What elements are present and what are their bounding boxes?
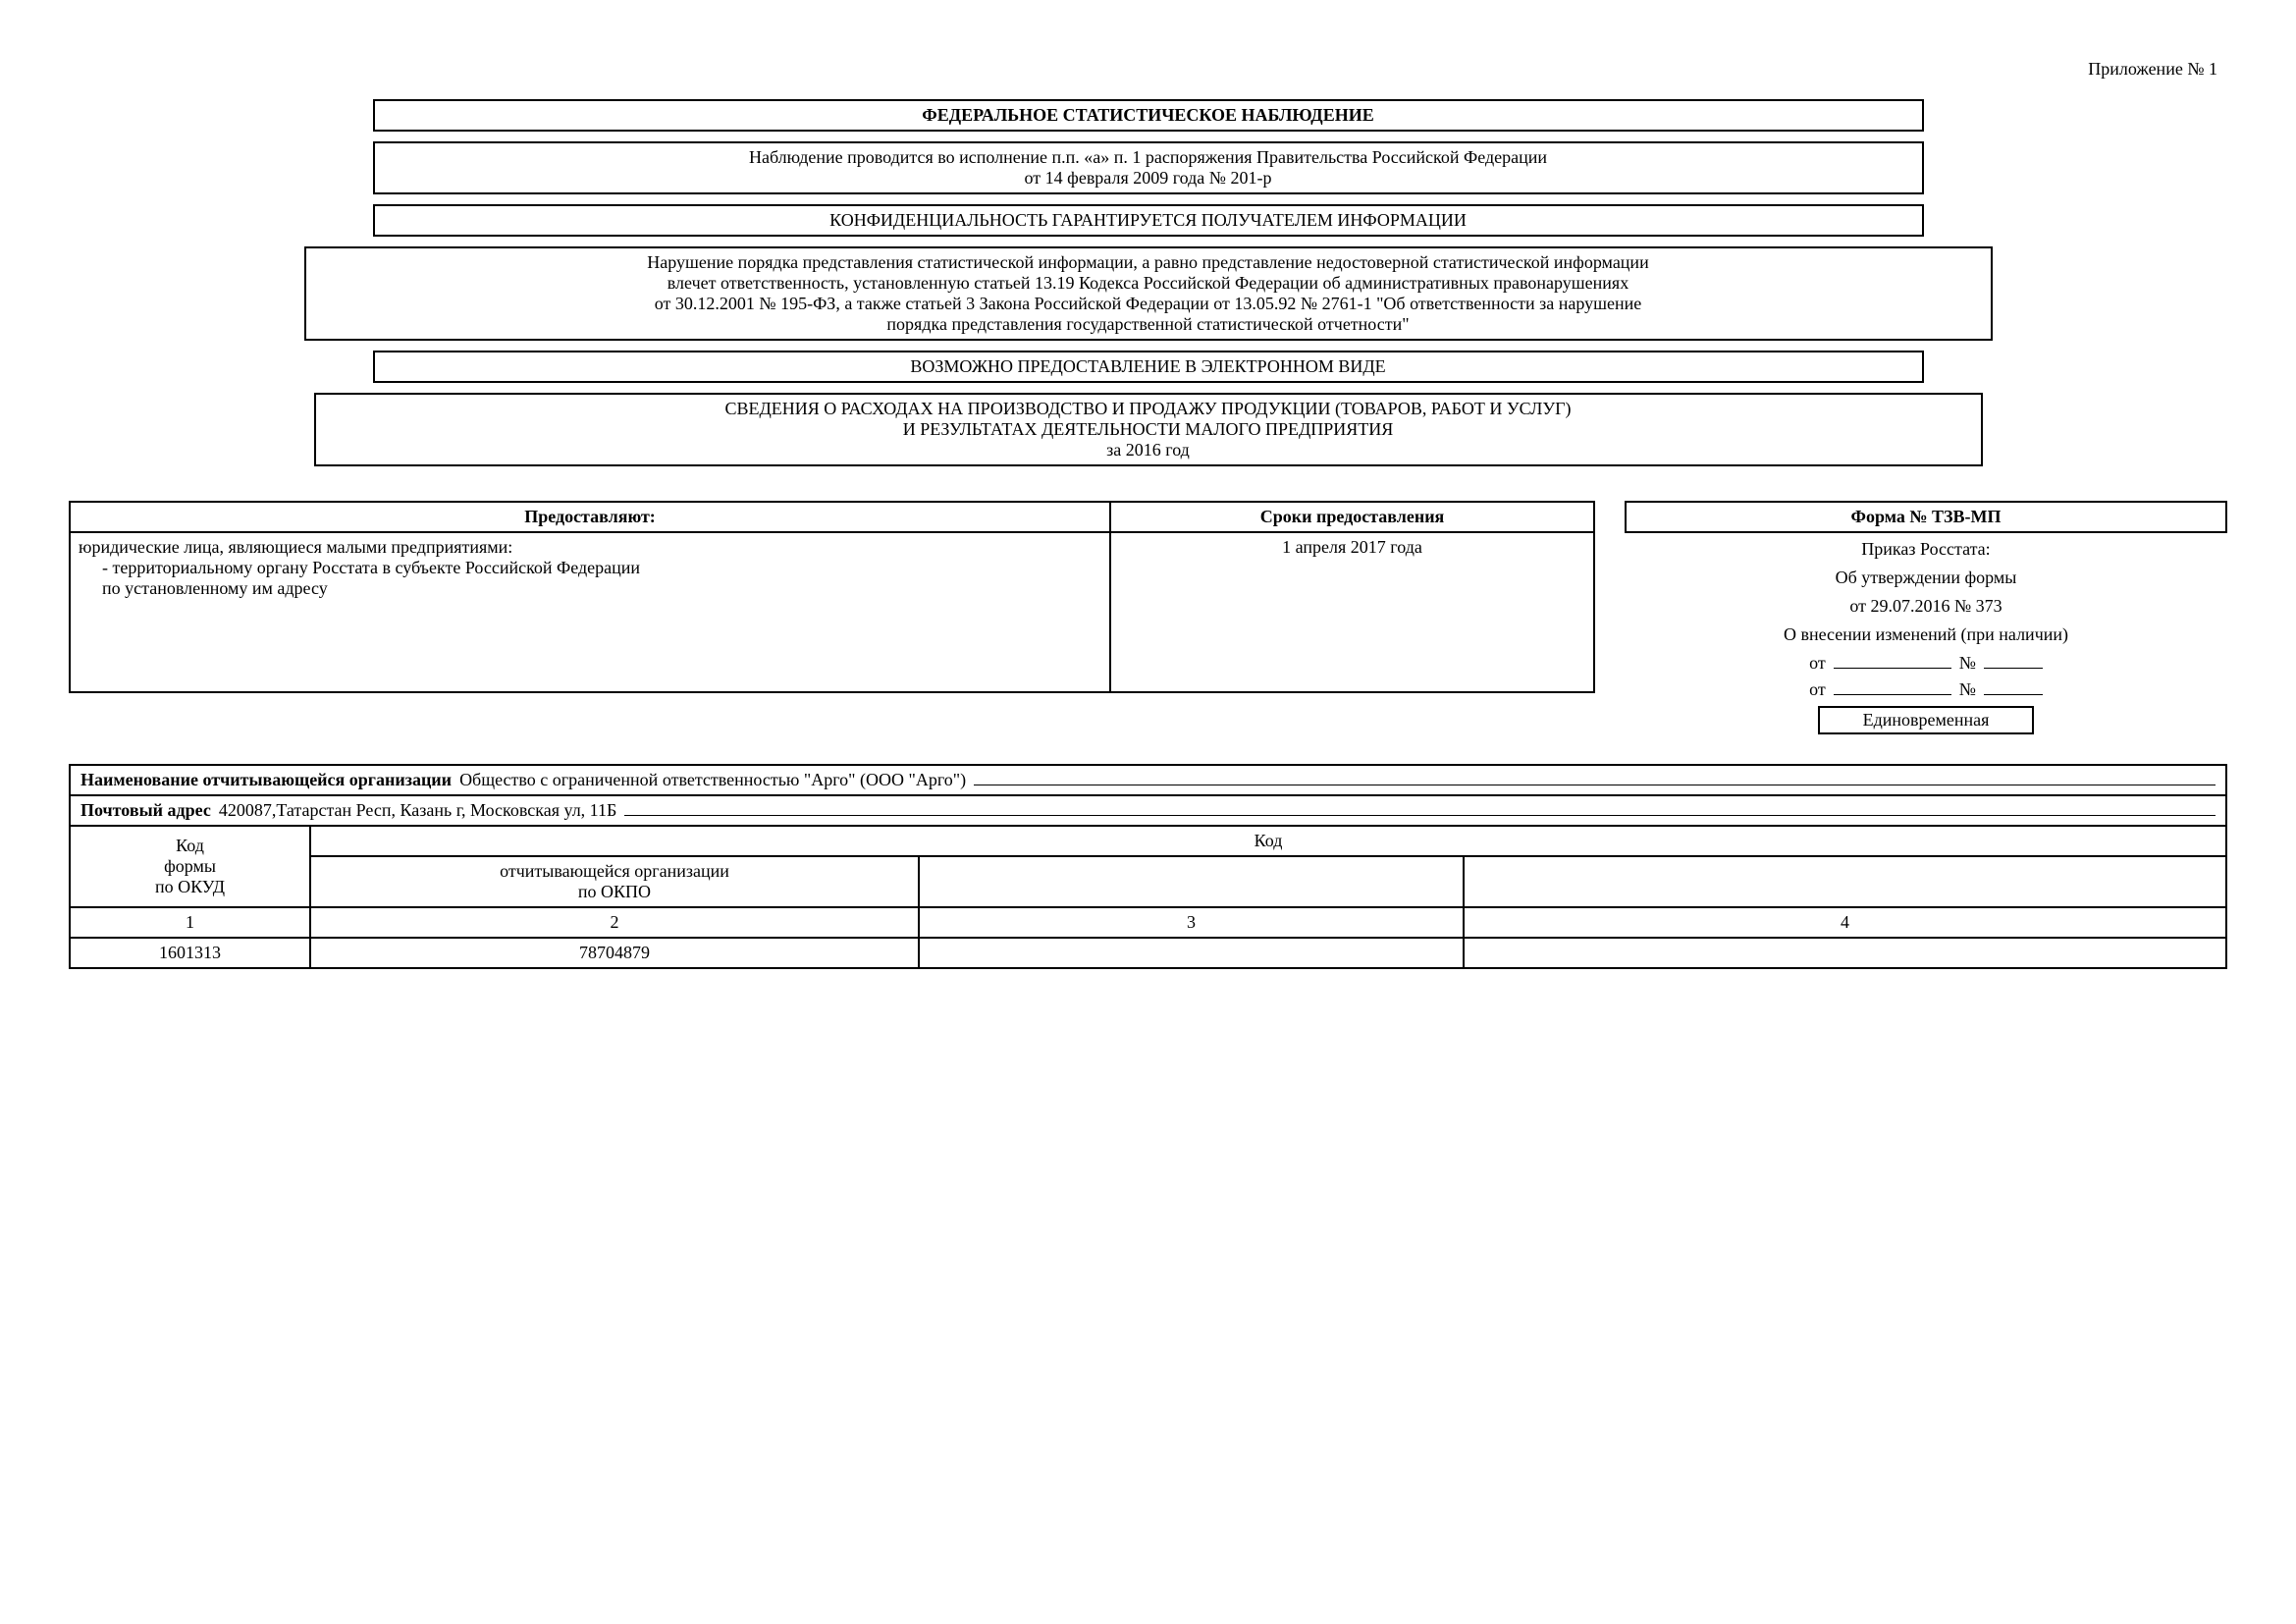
appendix-label: Приложение № 1 [69,59,2227,80]
submit-who-cell: юридические лица, являющиеся малыми пред… [70,532,1110,692]
colnum-1: 1 [70,907,310,938]
amend-date-1[interactable] [1834,649,1951,669]
org-addr-value: 420087,Татарстан Респ, Казань г, Московс… [219,800,617,821]
amend-label: О внесении изменений (при наличии) [1625,619,2227,647]
header-electronic: ВОЗМОЖНО ПРЕДОСТАВЛЕНИЕ В ЭЛЕКТРОННОМ ВИ… [373,351,1924,383]
order-l3: от 29.07.2016 № 373 [1625,590,2227,619]
okud-l2: формы [80,856,299,877]
frequency-box: Единовременная [1818,706,2034,734]
amend-ot-2: от [1809,679,1826,700]
code4-value [1464,938,2226,968]
liability-l1: Нарушение порядка представления статисти… [316,252,1981,273]
colnum-3: 3 [919,907,1464,938]
submit-th-who: Предоставляют: [70,502,1110,532]
org-addr-row: Почтовый адрес 420087,Татарстан Респ, Ка… [70,795,2226,826]
org-name-label: Наименование отчитывающейся организации [80,770,452,790]
okpo-value: 78704879 [310,938,919,968]
amend-no-2[interactable] [1984,676,2043,695]
okud-l1: Код [80,836,299,856]
colnum-4: 4 [1464,907,2226,938]
amend-no-1[interactable] [1984,649,2043,669]
basis-line2: от 14 февраля 2009 года № 201-р [385,168,1912,189]
org-table: Наименование отчитывающейся организации … [69,764,2227,969]
okpo-l2: по ОКПО [321,882,908,902]
amend-no-label-2: № [1959,679,1976,700]
header-confidential: КОНФИДЕНЦИАЛЬНОСТЬ ГАРАНТИРУЕТСЯ ПОЛУЧАТ… [373,204,1924,237]
form-info-panel: Форма № ТЗВ-МП Приказ Росстата: Об утвер… [1625,501,2227,734]
amend-date-2[interactable] [1834,676,1951,695]
submit-th-deadline: Сроки предоставления [1110,502,1594,532]
order-l2: Об утверждении формы [1625,562,2227,590]
amend-row-2: от № [1625,676,2227,700]
colnum-2: 2 [310,907,919,938]
title-l1: СВЕДЕНИЯ О РАСХОДАХ НА ПРОИЗВОДСТВО И ПР… [326,399,1971,419]
org-name-value: Общество с ограниченной ответственностью… [459,770,966,790]
submit-table: Предоставляют: Сроки предоставления юрид… [69,501,1595,693]
org-name-row: Наименование отчитывающейся организации … [70,765,2226,795]
code3-value [919,938,1464,968]
col3-header [919,856,1464,907]
liability-l3: от 30.12.2001 № 195-ФЗ, а также статьей … [316,294,1981,314]
org-addr-underline [624,815,2216,816]
header-liability: Нарушение порядка представления статисти… [304,246,1993,341]
who-l1: юридические лица, являющиеся малыми пред… [79,537,1101,558]
title-l3: за 2016 год [326,440,1971,460]
header-federal: ФЕДЕРАЛЬНОЕ СТАТИСТИЧЕСКОЕ НАБЛЮДЕНИЕ [373,99,1924,132]
org-addr-label: Почтовый адрес [80,800,211,821]
okud-header: Код формы по ОКУД [70,826,310,907]
header-title: СВЕДЕНИЯ О РАСХОДАХ НА ПРОИЗВОДСТВО И ПР… [314,393,1983,466]
org-table-wrap: Наименование отчитывающейся организации … [69,764,2227,969]
okud-value: 1601313 [70,938,310,968]
basis-line1: Наблюдение проводится во исполнение п.п.… [385,147,1912,168]
order-l1: Приказ Росстата: [1625,533,2227,562]
amend-row-1: от № [1625,649,2227,674]
amend-no-label-1: № [1959,653,1976,674]
okud-l3: по ОКУД [80,877,299,897]
title-l2: И РЕЗУЛЬТАТАХ ДЕЯТЕЛЬНОСТИ МАЛОГО ПРЕДПР… [326,419,1971,440]
okpo-header: отчитывающейся организации по ОКПО [310,856,919,907]
submit-table-wrap: Предоставляют: Сроки предоставления юрид… [69,501,1595,734]
col4-header [1464,856,2226,907]
submit-deadline-cell: 1 апреля 2017 года [1110,532,1594,692]
header-basis: Наблюдение проводится во исполнение п.п.… [373,141,1924,194]
code-header: Код [310,826,2226,856]
liability-l4: порядка представления государственной ст… [316,314,1981,335]
who-l3: по установленному им адресу [79,578,1101,599]
okpo-l1: отчитывающейся организации [321,861,908,882]
amend-ot-1: от [1809,653,1826,674]
liability-l2: влечет ответственность, установленную ст… [316,273,1981,294]
form-number: Форма № ТЗВ-МП [1625,501,2227,533]
who-l2: - территориальному органу Росстата в суб… [79,558,1101,578]
